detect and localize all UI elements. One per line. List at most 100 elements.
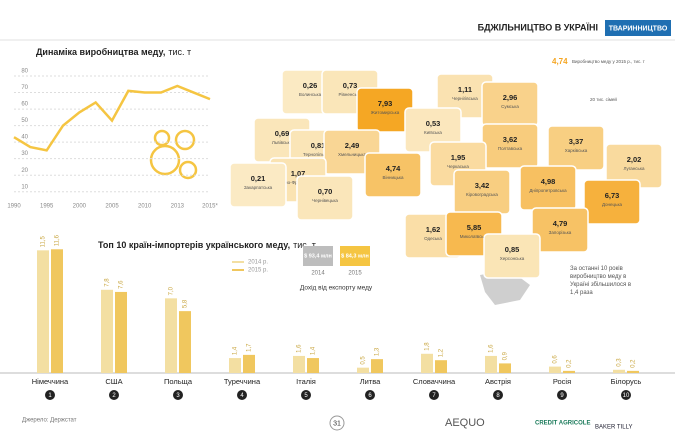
bar <box>563 370 575 373</box>
value-label: 0,2 <box>631 359 637 368</box>
region <box>229 162 287 208</box>
rank-badge <box>365 390 375 400</box>
bar <box>37 250 49 373</box>
x-tick-label: Росія <box>553 377 571 386</box>
value-label: 0,2 <box>567 359 573 368</box>
note-line: виробництво меду в <box>570 274 626 280</box>
value-label: 0,5 <box>361 356 367 365</box>
x-tick-label: 1995 <box>40 204 54 210</box>
rank-badge <box>557 390 567 400</box>
bar <box>435 360 447 373</box>
y-tick-label: 10 <box>21 184 28 190</box>
value-label: 1,4 <box>311 346 317 355</box>
region-value: 0,85 <box>505 245 520 254</box>
region-value: 0,26 <box>303 81 318 90</box>
rank-badge <box>45 390 55 400</box>
region-value: 4,98 <box>541 177 556 186</box>
region-name: Чернівецька <box>312 198 338 203</box>
x-tick-label: 2013 <box>171 204 185 210</box>
chart-title: Динаміка виробництва меду, тис. т <box>36 47 191 57</box>
legend-label: 2015 р. <box>248 268 268 274</box>
export-value: $ 84,3 млн <box>341 253 369 259</box>
region-value: 7,93 <box>378 99 393 108</box>
bee-icon <box>149 129 198 180</box>
region-name: Хмельницька <box>338 152 366 157</box>
region-name: Одеська <box>424 236 442 241</box>
y-tick-label: 70 <box>21 85 28 91</box>
note-line: За останні 10 років <box>570 266 623 272</box>
bar <box>243 354 255 373</box>
region-value: 2,49 <box>345 141 360 150</box>
export-box <box>340 246 370 266</box>
source: Джерело: Держстат <box>22 418 77 424</box>
value-label: 7,6 <box>119 280 125 289</box>
value-label: 1,6 <box>297 344 303 353</box>
legend-text: Виробництво меду у 2015 р., тис. т <box>572 59 645 64</box>
y-tick-label: 80 <box>21 69 28 75</box>
region-value: 1,95 <box>451 153 466 162</box>
rank-badge <box>173 390 183 400</box>
logo: CREDIT AGRICOLE <box>535 421 590 427</box>
region-value: 1,11 <box>458 85 472 94</box>
value-label: 7,0 <box>169 286 175 295</box>
x-tick-label: Німеччина <box>32 377 69 386</box>
title-text: Динаміка виробництва меду, <box>36 47 165 57</box>
region-value: 0,69 <box>275 129 290 138</box>
region-value: 4,74 <box>386 164 401 173</box>
export-year: 2015 <box>348 271 362 277</box>
region-value: 0,73 <box>343 81 358 90</box>
rank-badge <box>237 390 247 400</box>
region-name: Дніпропетровська <box>529 188 567 193</box>
bar <box>179 311 191 373</box>
rank-label: 2 <box>112 393 116 399</box>
bar <box>293 355 305 373</box>
region-name: Чернігівська <box>452 96 478 101</box>
region-name: Миколаївська <box>460 234 489 239</box>
bar <box>229 358 241 373</box>
value-label: 1,3 <box>375 347 381 356</box>
section-tag <box>605 20 671 36</box>
export-year: 2014 <box>311 271 325 277</box>
region-name: Рівненська <box>338 92 362 97</box>
region-value: 1,07 <box>291 169 306 178</box>
value-label: 11,6 <box>55 234 61 246</box>
rank-label: 10 <box>623 393 630 399</box>
x-tick-label: Туреччина <box>224 377 261 386</box>
map-note: За останні 10 років виробництво меду в Укр… <box>570 266 631 296</box>
title-text: Топ 10 країн-імпортерів українського мед… <box>98 240 290 250</box>
rank-label: 5 <box>304 393 308 399</box>
bar <box>101 289 113 373</box>
region-name: Донецька <box>602 202 623 207</box>
region <box>364 152 422 198</box>
bar <box>421 353 433 373</box>
x-tick-label: Словаччина <box>413 377 456 386</box>
value-label: 1,6 <box>489 344 495 353</box>
bar <box>499 363 511 373</box>
bar <box>357 367 369 373</box>
rank-label: 3 <box>176 393 180 399</box>
line-series <box>13 84 211 152</box>
y-tick-label: 40 <box>21 135 28 141</box>
bar <box>371 359 383 373</box>
x-tick-label: Литва <box>360 377 381 386</box>
page-badge <box>329 415 345 431</box>
region-name: Сумська <box>501 104 519 109</box>
region <box>296 175 354 221</box>
x-tick-label: Польща <box>164 377 193 386</box>
value-label: 0,3 <box>617 358 623 367</box>
export-title: Дохід від експорту меду <box>300 284 373 292</box>
logo: AEQUO <box>445 417 485 429</box>
x-tick-label: 1990 <box>7 204 21 210</box>
region-name: Закарпатська <box>244 185 273 190</box>
bar <box>307 358 319 373</box>
page-number: 31 <box>333 420 341 427</box>
region-name: Луганська <box>624 166 645 171</box>
note-line: Україні збільшилося в <box>570 282 631 288</box>
region-name: Волинська <box>299 92 322 97</box>
export-value: $ 93,4 млн <box>304 253 332 259</box>
rank-label: 1 <box>48 393 52 399</box>
region-name: Житомирська <box>371 110 400 115</box>
value-label: 11,5 <box>41 235 47 247</box>
legend-value: 4,74 <box>552 57 568 66</box>
rank-label: 9 <box>560 393 564 399</box>
